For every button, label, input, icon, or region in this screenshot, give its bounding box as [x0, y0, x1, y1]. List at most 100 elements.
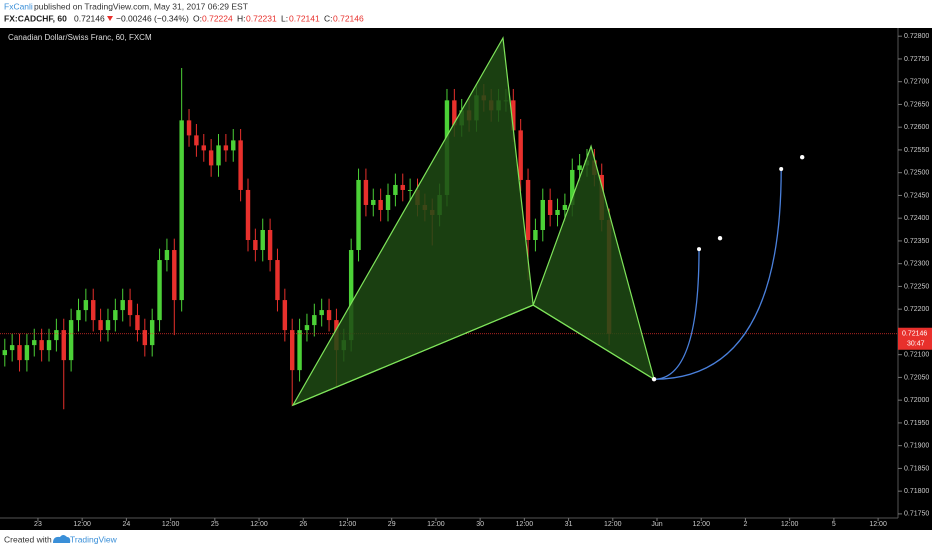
x-tick-label: 30	[476, 521, 484, 528]
body	[179, 120, 184, 301]
body	[378, 199, 383, 210]
body	[83, 300, 89, 311]
body	[68, 320, 74, 361]
x-tick-label: 24	[122, 521, 130, 528]
x-tick-label: 12:00	[869, 521, 887, 528]
y-tick-label: 0.72700	[904, 79, 929, 86]
body	[135, 315, 140, 331]
x-tick-label: 12:00	[162, 521, 180, 528]
body	[231, 140, 236, 151]
y-tick-label: 0.71850	[904, 465, 929, 472]
y-tick-label: 0.71900	[904, 443, 929, 450]
body	[127, 300, 133, 316]
x-tick-label: 2	[743, 521, 747, 528]
pattern-base	[292, 304, 655, 406]
body	[518, 130, 523, 180]
body	[208, 150, 214, 166]
projection-end	[697, 247, 702, 252]
body	[238, 140, 243, 190]
author[interactable]: FxCanli	[4, 1, 33, 11]
pattern-d	[651, 377, 657, 382]
body	[142, 330, 148, 346]
body	[76, 310, 81, 321]
body	[113, 310, 118, 321]
body	[547, 199, 553, 215]
body	[223, 145, 229, 151]
body	[319, 310, 324, 316]
x-tick-label: 12:00	[604, 521, 622, 528]
body	[400, 184, 405, 190]
y-tick-label: 0.72300	[904, 261, 929, 268]
x-tick-label: 29	[388, 521, 396, 528]
body	[289, 330, 295, 371]
x-tick-label: 12:00	[250, 521, 268, 528]
body	[260, 230, 265, 251]
body	[297, 330, 302, 371]
body	[304, 325, 310, 331]
projection-arc	[654, 169, 782, 380]
created: Created with	[4, 534, 52, 544]
body	[61, 330, 66, 361]
x-tick-label: 12:00	[692, 521, 710, 528]
projection-end	[779, 167, 784, 172]
logo	[53, 535, 71, 543]
y-tick-label: 0.72400	[904, 215, 929, 222]
body	[216, 145, 221, 166]
low-label: L:	[281, 13, 288, 23]
body	[194, 135, 199, 146]
body	[511, 100, 516, 131]
brand[interactable]: TradingView	[70, 534, 118, 544]
high: 0.72231	[246, 13, 277, 23]
last: 0.72146	[74, 13, 105, 23]
projection-dot	[717, 235, 723, 241]
body	[186, 120, 192, 136]
x-tick-label: 12:00	[516, 521, 534, 528]
body	[157, 260, 162, 321]
y-tick-label: 0.72750	[904, 56, 929, 63]
body	[24, 345, 30, 361]
body	[393, 184, 398, 195]
body	[282, 300, 288, 331]
x-tick-label: 12:00	[339, 521, 357, 528]
y-tick-label: 0.72200	[904, 306, 929, 313]
body	[32, 340, 37, 346]
body	[253, 240, 258, 251]
x-tick-label: 12:00	[781, 521, 799, 528]
body	[570, 169, 575, 205]
projection-dot	[799, 155, 805, 160]
body	[17, 345, 22, 361]
last-price-label: 0.72146	[902, 331, 927, 338]
y-tick-label: 0.72250	[904, 283, 929, 290]
body	[577, 165, 582, 170]
countdown: 30:47	[907, 341, 925, 348]
projection-arc	[654, 249, 700, 380]
body	[39, 340, 44, 351]
body	[363, 179, 369, 205]
body	[91, 300, 96, 321]
body	[164, 250, 170, 261]
x-tick-label: 26	[299, 521, 307, 528]
x-tick-label: 12:00	[427, 521, 445, 528]
y-tick-label: 0.72050	[904, 374, 929, 381]
down-arrow	[107, 16, 113, 21]
y-tick-label: 0.72650	[904, 101, 929, 108]
symbol: FX:CADCHF, 60	[4, 13, 67, 23]
body	[371, 199, 376, 205]
y-tick-label: 0.71950	[904, 420, 929, 427]
body	[98, 320, 103, 331]
body	[562, 204, 568, 210]
x-tick-label: 23	[34, 521, 42, 528]
x-tick-label: Jun	[651, 521, 662, 528]
body	[120, 300, 125, 311]
chart-title: Canadian Dollar/Swiss Franc, 60, FXCM	[8, 33, 152, 42]
body	[326, 310, 332, 321]
y-tick-label: 0.71800	[904, 488, 929, 495]
x-tick-label: 12:00	[73, 521, 91, 528]
y-tick-label: 0.72500	[904, 170, 929, 177]
body	[245, 189, 251, 241]
y-tick-label: 0.72100	[904, 352, 929, 359]
body	[105, 320, 111, 331]
y-tick-label: 0.72350	[904, 238, 929, 245]
